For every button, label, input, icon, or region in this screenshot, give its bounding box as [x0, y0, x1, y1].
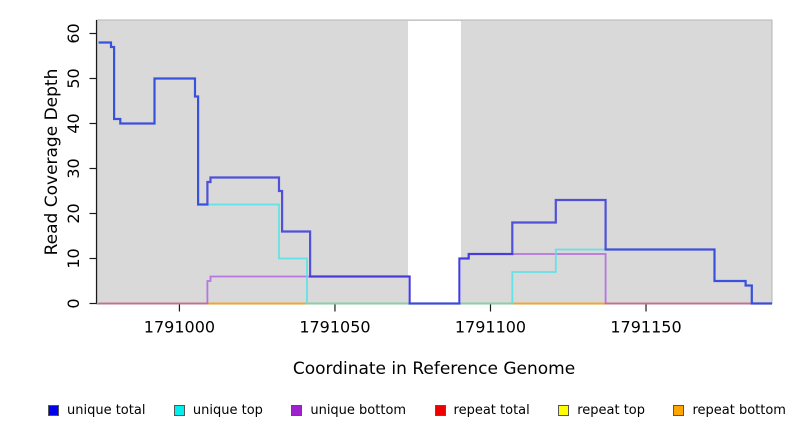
- legend-item-unique-bottom: unique bottom: [291, 403, 406, 418]
- legend-item-repeat-bottom: repeat bottom: [673, 403, 786, 418]
- legend-swatch: [558, 404, 570, 416]
- y-tick-label: 20: [64, 203, 83, 223]
- legend-swatch: [434, 404, 446, 416]
- legend-label: unique total: [67, 402, 146, 418]
- legend-label: unique top: [192, 402, 263, 418]
- y-axis-title: Read Coverage Depth: [42, 68, 62, 256]
- y-tick-label: 50: [64, 68, 83, 88]
- legend-swatch: [48, 404, 59, 416]
- legend-swatch: [673, 404, 685, 416]
- y-tick-label: 60: [64, 23, 83, 43]
- legend-label: unique bottom: [310, 402, 407, 418]
- legend-swatch: [291, 404, 303, 416]
- legend-item-unique-top: unique top: [173, 402, 263, 418]
- y-tick-label: 10: [64, 248, 83, 268]
- legend-swatch: [173, 404, 185, 416]
- x-tick-label: 1791150: [610, 318, 681, 337]
- x-tick-label: 1791000: [144, 318, 215, 337]
- no-data-region: [408, 21, 461, 303]
- y-tick-label: 40: [64, 113, 83, 133]
- legend-label: repeat top: [577, 402, 645, 418]
- legend: unique total unique top unique bottom repea…: [48, 399, 786, 421]
- legend-label: repeat total: [453, 402, 530, 418]
- legend-item-repeat-top: repeat top: [558, 403, 645, 418]
- legend-item-repeat-total: repeat total: [434, 402, 530, 418]
- legend-item-unique-total: unique total: [48, 403, 145, 418]
- x-tick-label: 1791050: [299, 318, 370, 337]
- legend-label: repeat bottom: [692, 402, 786, 418]
- y-tick-label: 30: [64, 158, 83, 178]
- y-tick-label: 0: [64, 298, 83, 308]
- series-unique-total: [98, 41, 772, 305]
- x-axis-title: Coordinate in Reference Genome: [292, 359, 576, 379]
- x-tick-label: 1791100: [455, 318, 526, 337]
